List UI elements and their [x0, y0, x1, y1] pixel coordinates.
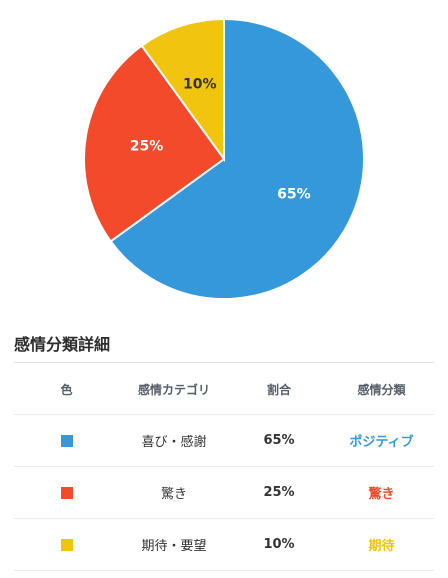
color-cell: [14, 414, 119, 467]
header-ratio: 割合: [229, 364, 329, 415]
pie-slice: [109, 17, 365, 300]
ratio-cell: 65%: [229, 414, 329, 467]
header-classification: 感情分類: [329, 364, 434, 415]
header-category: 感情カテゴリ: [119, 364, 229, 415]
color-swatch: [60, 538, 73, 551]
color-swatch: [60, 434, 73, 447]
classification-cell: 期待: [329, 518, 434, 571]
emotion-pie-chart: 65% 25% 10%: [83, 17, 365, 300]
table-row: 喜び・感謝 65% ポジティブ: [14, 414, 434, 467]
classification-cell: 驚き: [329, 466, 434, 519]
title-divider: [14, 362, 434, 363]
category-cell: 喜び・感謝: [119, 414, 229, 467]
emotion-detail-table: 色 感情カテゴリ 割合 感情分類 喜び・感謝 65% ポジティブ 驚き 25% …: [14, 364, 434, 571]
pie-slice: [140, 17, 225, 163]
classification-cell: ポジティブ: [329, 414, 434, 467]
ratio-cell: 10%: [229, 518, 329, 571]
table-row: 期待・要望 10% 期待: [14, 518, 434, 571]
pie-svg: 65% 25% 10%: [83, 17, 365, 300]
category-cell: 期待・要望: [119, 518, 229, 571]
color-cell: [14, 518, 119, 571]
pie-slice: [83, 44, 226, 243]
category-cell: 驚き: [119, 466, 229, 519]
pie-slice-label: 10%: [183, 76, 217, 92]
table-row: 驚き 25% 驚き: [14, 466, 434, 519]
pie-slice-label: 25%: [130, 139, 164, 155]
table-header-row: 色 感情カテゴリ 割合 感情分類: [14, 364, 434, 415]
header-color: 色: [14, 364, 119, 415]
pie-slice-label: 65%: [277, 187, 311, 203]
ratio-cell: 25%: [229, 466, 329, 519]
section-title: 感情分類詳細: [14, 335, 111, 354]
color-swatch: [60, 486, 73, 499]
color-cell: [14, 466, 119, 519]
